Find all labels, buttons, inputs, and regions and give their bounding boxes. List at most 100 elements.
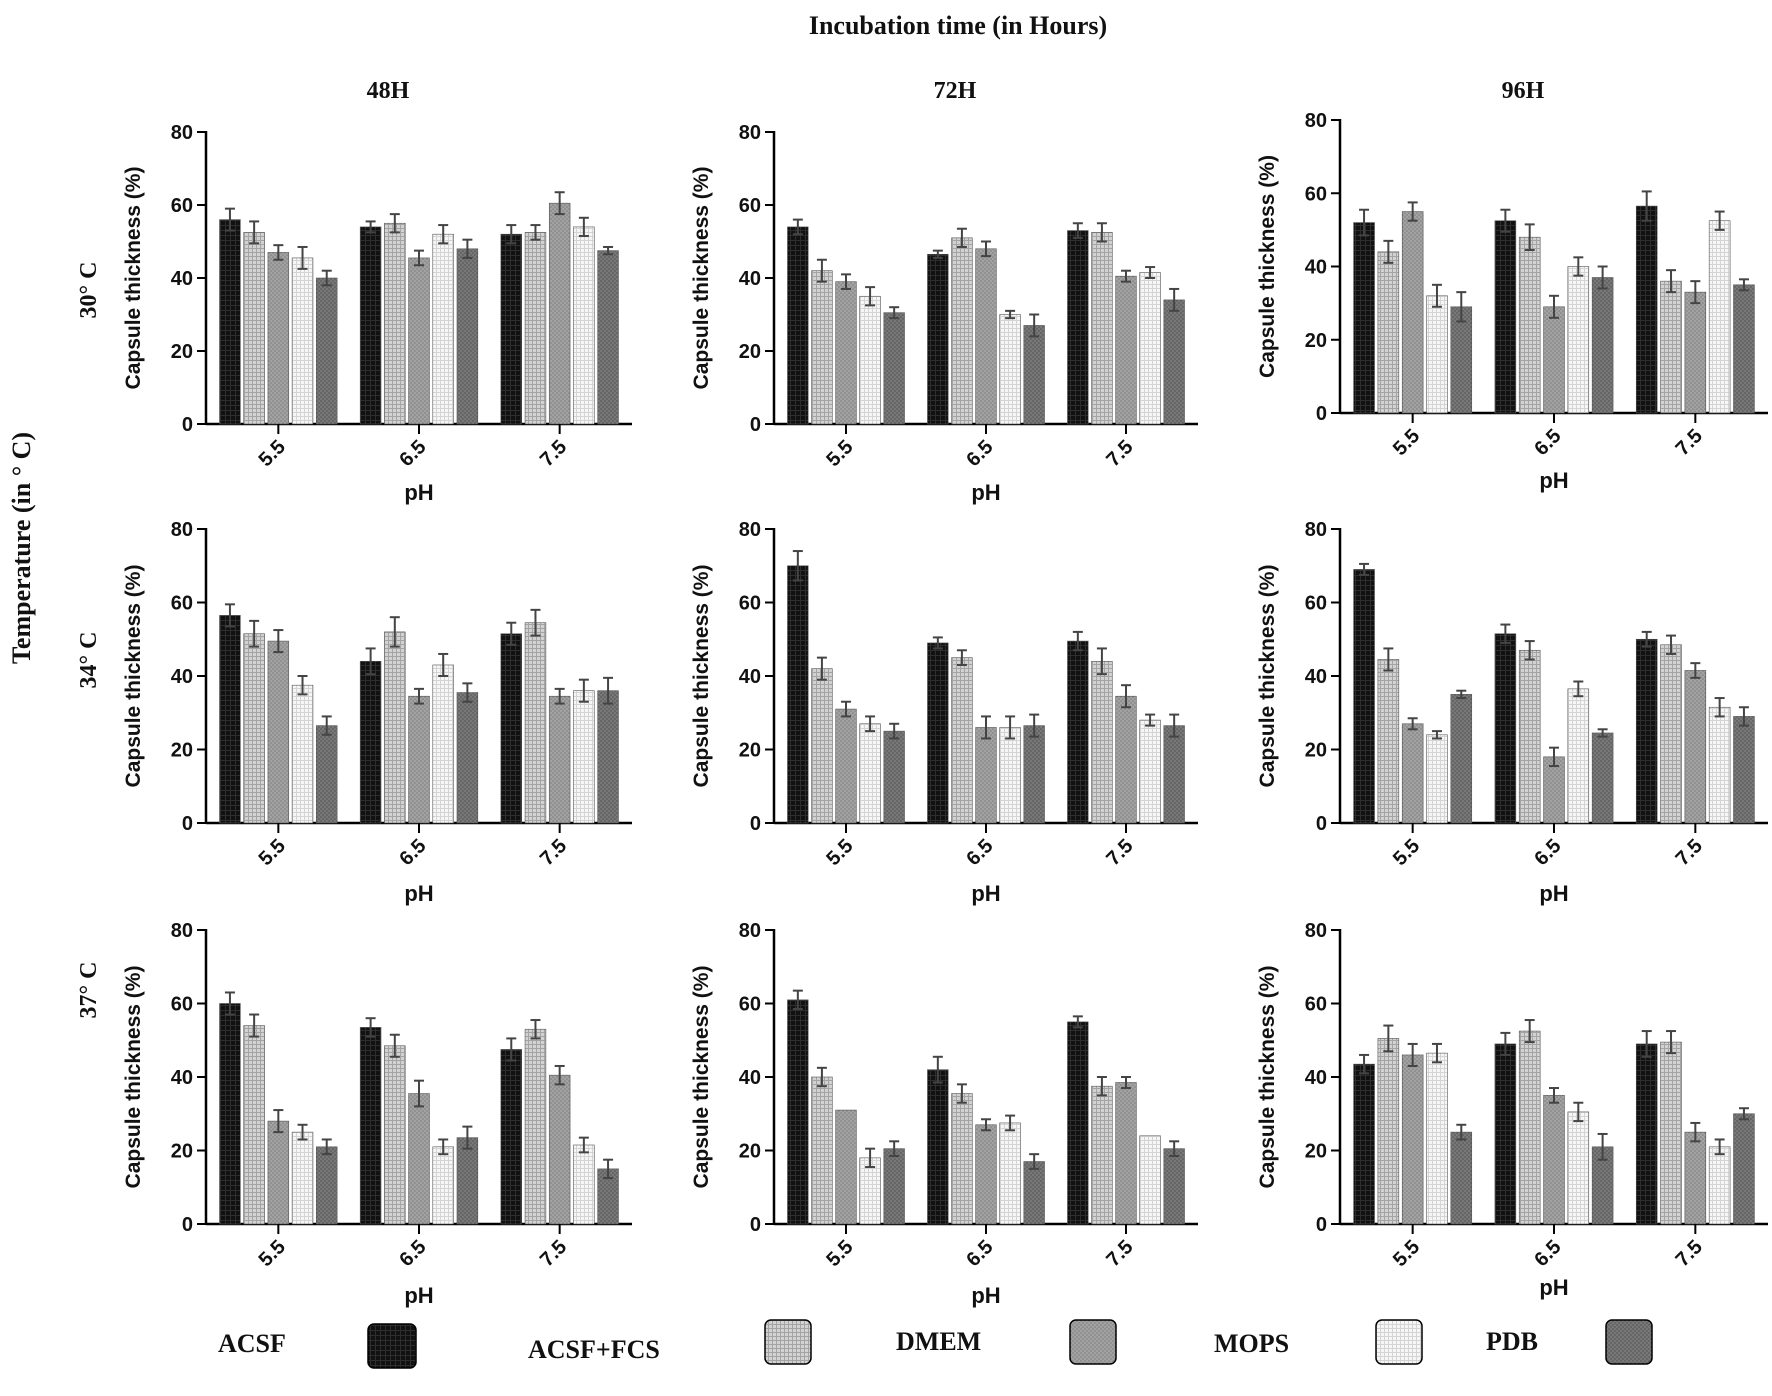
x-tick-label: 7.5 [536, 436, 571, 471]
y-tick-label: 40 [1305, 1067, 1327, 1089]
bar-acsf-fcs-5-5 [243, 633, 265, 824]
x-tick-label: 5.5 [822, 1236, 857, 1271]
bar-mops-5-5 [1426, 734, 1448, 824]
bar-dmem-7-5 [548, 1074, 571, 1225]
bar-dmem-6-5 [408, 257, 430, 425]
bar-acsf-fcs-5-5 [243, 232, 265, 425]
y-tick-label: 40 [739, 268, 761, 290]
legend-label-dmem: DMEM [896, 1327, 981, 1356]
y-tick-label: 80 [171, 519, 193, 541]
bar-dmem-7-5 [1115, 1082, 1137, 1225]
x-tick-label: 6.5 [395, 436, 430, 471]
bar-acsf-fcs-6-5 [384, 222, 406, 425]
x-tick-label: 6.5 [962, 1236, 997, 1271]
bar-acsf-5-5 [219, 219, 241, 425]
bar-mops-7-5 [573, 226, 595, 425]
bar-acsf-6-5 [927, 253, 949, 425]
bar-dmem-7-5 [1115, 695, 1137, 824]
y-tick-label: 20 [739, 341, 761, 363]
x-axis-label: pH [971, 1283, 1000, 1308]
x-tick-label: 7.5 [1102, 436, 1137, 471]
bar-pdb-5-5 [316, 1146, 338, 1225]
bar-mops-7-5 [1139, 1135, 1161, 1225]
column-header-96h: 96H [1502, 78, 1545, 104]
bar-dmem-5-5 [1401, 211, 1424, 414]
panel-34-c-48h: 0 20 40 60 80 Capsule thickness (%) 5.5 6.5 7.5 p… [122, 519, 632, 906]
y-tick-label: 60 [171, 593, 193, 615]
y-tick-label: 60 [739, 593, 761, 615]
x-axis-label: pH [404, 1283, 433, 1308]
bar-mops-5-5 [1426, 295, 1448, 414]
y-tick-label: 60 [1305, 994, 1327, 1016]
bar-acsf-6-5 [1494, 633, 1517, 824]
bar-acsf-5-5 [219, 615, 241, 824]
y-tick-label: 80 [739, 920, 761, 942]
y-tick-label: 0 [1316, 403, 1327, 425]
y-tick-label: 0 [1316, 1214, 1327, 1236]
panel-34-c-72h: 0 20 40 60 80 Capsule thickness (%) 5.5 6.5 7.5 p… [690, 519, 1198, 906]
bar-acsf-7-5 [500, 633, 522, 824]
bar-dmem-7-5 [1684, 670, 1707, 824]
bar-pdb-5-5 [883, 1148, 905, 1225]
y-axis-label: Capsule thickness (%) [690, 565, 713, 788]
bar-pdb-6-5 [1591, 732, 1614, 824]
bar-acsf-7-5 [1067, 640, 1089, 824]
bar-pdb-5-5 [883, 730, 905, 824]
bar-acsf-fcs-5-5 [811, 270, 833, 425]
x-tick-label: 6.5 [1530, 835, 1565, 870]
y-tick-label: 80 [1305, 920, 1327, 942]
y-tick-label: 0 [750, 414, 761, 436]
y-tick-label: 40 [1305, 666, 1327, 688]
panel-30-c-96h: 0 20 40 60 80 Capsule thickness (%) 5.5 6.5 7.5 p… [1256, 110, 1768, 493]
legend-swatch-acsf-fcs [764, 1319, 812, 1365]
x-tick-label: 5.5 [255, 835, 290, 870]
x-tick-label: 5.5 [255, 1236, 290, 1271]
bar-dmem-5-5 [835, 281, 857, 425]
y-tick-label: 80 [1305, 110, 1327, 132]
bar-mops-5-5 [859, 295, 881, 425]
y-tick-label: 60 [739, 195, 761, 217]
bar-acsf-fcs-7-5 [1660, 644, 1682, 824]
bar-acsf-fcs-7-5 [524, 622, 547, 824]
bar-pdb-7-5 [1163, 299, 1185, 425]
bar-acsf-fcs-7-5 [524, 232, 547, 425]
bar-acsf-fcs-7-5 [1660, 280, 1682, 414]
bar-acsf-fcs-7-5 [1091, 660, 1113, 824]
legend-label-mops: MOPS [1214, 1329, 1289, 1358]
bar-dmem-5-5 [835, 1109, 857, 1225]
y-tick-label: 60 [171, 195, 193, 217]
bar-acsf-7-5 [1635, 638, 1658, 824]
legend-label-acsf: ACSF [218, 1329, 286, 1358]
bar-mops-7-5 [573, 690, 595, 824]
bar-acsf-5-5 [787, 565, 809, 824]
y-tick-label: 0 [182, 813, 193, 835]
y-tick-label: 80 [1305, 519, 1327, 541]
y-tick-label: 20 [171, 740, 193, 762]
bar-dmem-6-5 [975, 248, 997, 425]
bar-pdb-7-5 [1733, 716, 1755, 824]
bar-acsf-7-5 [1635, 205, 1658, 414]
bar-acsf-fcs-6-5 [1518, 1030, 1541, 1225]
bar-acsf-6-5 [359, 660, 382, 824]
x-tick-label: 5.5 [822, 436, 857, 471]
legend-label-acsf-fcs: ACSF+FCS [528, 1335, 660, 1364]
y-tick-label: 20 [171, 341, 193, 363]
panel-30-c-72h: 0 20 40 60 80 Capsule thickness (%) 5.5 6.5 7.5 p… [690, 122, 1198, 505]
bar-acsf-7-5 [1635, 1043, 1658, 1225]
y-tick-label: 0 [182, 1214, 193, 1236]
bar-acsf-5-5 [219, 1003, 241, 1225]
bar-pdb-7-5 [597, 690, 619, 824]
bar-acsf-fcs-7-5 [1660, 1041, 1682, 1225]
bar-mops-7-5 [1708, 220, 1731, 414]
bar-pdb-6-5 [456, 692, 479, 824]
bar-acsf-6-5 [359, 1027, 382, 1225]
bar-pdb-6-5 [456, 1137, 479, 1225]
bar-acsf-7-5 [500, 1049, 522, 1225]
panel-37-c-48h: 0 20 40 60 80 Capsule thickness (%) 5.5 6.5 7.5 p… [122, 920, 632, 1308]
y-tick-label: 20 [1305, 740, 1327, 762]
legend-swatch-acsf [367, 1323, 417, 1369]
x-tick-label: 5.5 [1389, 425, 1424, 460]
x-tick-label: 7.5 [1102, 1236, 1137, 1271]
y-tick-label: 80 [739, 519, 761, 541]
